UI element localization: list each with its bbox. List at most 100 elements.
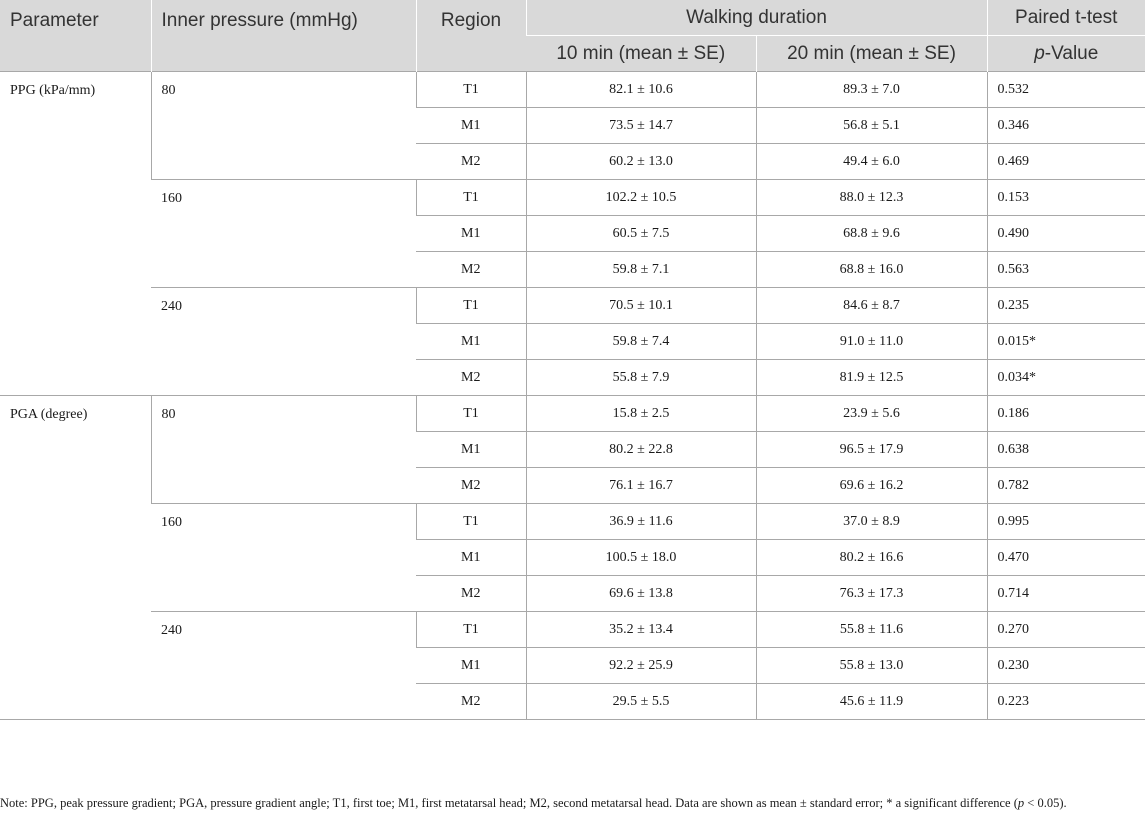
table-row: M2 55.8 ± 7.9 81.9 ± 12.5 0.034* xyxy=(0,359,1145,396)
twenty-min-cell: 55.8 ± 13.0 xyxy=(755,647,987,684)
ten-min-cell: 55.8 ± 7.9 xyxy=(525,359,756,396)
region-cell: M1 xyxy=(416,323,526,360)
pressure-cell: 160 xyxy=(151,503,416,612)
parameter-cell: PGA (degree) xyxy=(0,395,151,720)
header-20-min: 20 min (mean ± SE) xyxy=(755,35,987,72)
region-cell: M2 xyxy=(416,143,526,180)
twenty-min-cell: 56.8 ± 5.1 xyxy=(755,107,987,144)
header-p-italic: p xyxy=(1034,42,1045,64)
p-value-cell: 0.034* xyxy=(986,359,1145,396)
ten-min-cell: 69.6 ± 13.8 xyxy=(525,575,756,612)
p-value-cell: 0.235 xyxy=(986,287,1145,324)
note-text-1: Note: PPG, peak pressure gradient; PGA, … xyxy=(0,796,1018,810)
twenty-min-cell: 89.3 ± 7.0 xyxy=(755,71,987,108)
header-inner-pressure: Inner pressure (mmHg) xyxy=(150,0,416,72)
twenty-min-cell: 76.3 ± 17.3 xyxy=(755,575,987,612)
p-value-cell: 0.186 xyxy=(986,395,1145,432)
twenty-min-cell: 68.8 ± 9.6 xyxy=(755,215,987,252)
table-row: PPG (kPa/mm) 80 T1 82.1 ± 10.6 89.3 ± 7.0 0.5… xyxy=(0,71,1145,396)
region-cell: M2 xyxy=(416,575,526,612)
table-row: M1 73.5 ± 14.7 56.8 ± 5.1 0.346 xyxy=(0,107,1145,144)
region-cell: M2 xyxy=(416,467,526,504)
p-value-cell: 0.015* xyxy=(986,323,1145,360)
table-header: Parameter Inner pressure (mmHg) Region W… xyxy=(0,0,1145,72)
table-row: PGA (degree) 80 T1 15.8 ± 2.5 23.9 ± 5.6 0.18… xyxy=(0,395,1145,720)
ten-min-cell: 100.5 ± 18.0 xyxy=(525,539,756,576)
region-cell: M2 xyxy=(416,683,526,720)
twenty-min-cell: 23.9 ± 5.6 xyxy=(755,395,987,432)
table-row: M1 92.2 ± 25.9 55.8 ± 13.0 0.230 xyxy=(0,647,1145,684)
p-value-cell: 0.714 xyxy=(986,575,1145,612)
p-value-cell: 0.563 xyxy=(986,251,1145,288)
twenty-min-cell: 55.8 ± 11.6 xyxy=(755,611,987,648)
region-cell: M2 xyxy=(416,359,526,396)
ten-min-cell: 80.2 ± 22.8 xyxy=(525,431,756,468)
twenty-min-cell: 96.5 ± 17.9 xyxy=(755,431,987,468)
twenty-min-cell: 81.9 ± 12.5 xyxy=(755,359,987,396)
table-row: M2 29.5 ± 5.5 45.6 ± 11.9 0.223 xyxy=(0,683,1145,720)
p-value-cell: 0.230 xyxy=(986,647,1145,684)
ten-min-cell: 82.1 ± 10.6 xyxy=(525,71,756,108)
pressure-cell: 80 xyxy=(150,71,416,180)
p-value-cell: 0.532 xyxy=(986,71,1145,108)
table-row: M1 80.2 ± 22.8 96.5 ± 17.9 0.638 xyxy=(0,431,1145,468)
ten-min-cell: 60.5 ± 7.5 xyxy=(525,215,756,252)
region-cell: T1 xyxy=(415,287,526,324)
region-cell: T1 xyxy=(415,611,526,648)
region-cell: M1 xyxy=(416,431,526,468)
header-10-min: 10 min (mean ± SE) xyxy=(526,35,756,72)
header-p-rest: -Value xyxy=(1044,42,1099,64)
twenty-min-cell: 45.6 ± 11.9 xyxy=(755,683,987,720)
twenty-min-cell: 49.4 ± 6.0 xyxy=(755,143,987,180)
table-row: M1 60.5 ± 7.5 68.8 ± 9.6 0.490 xyxy=(0,215,1145,252)
pressure-cell: 80 xyxy=(150,395,416,504)
region-cell: M1 xyxy=(416,107,526,144)
p-value-cell: 0.346 xyxy=(986,107,1145,144)
p-value-cell: 0.995 xyxy=(986,503,1145,540)
table-row: 160 T1 102.2 ± 10.5 88.0 ± 12.3 0.153 xyxy=(0,179,1145,288)
ten-min-cell: 102.2 ± 10.5 xyxy=(525,179,756,216)
pressure-cell: 240 xyxy=(151,611,416,720)
note-text-2: < 0.05). xyxy=(1024,796,1067,810)
table-row: M1 59.8 ± 7.4 91.0 ± 11.0 0.015* xyxy=(0,323,1145,360)
ten-min-cell: 59.8 ± 7.1 xyxy=(525,251,756,288)
ten-min-cell: 59.8 ± 7.4 xyxy=(525,323,756,360)
table-row: 240 T1 70.5 ± 10.1 84.6 ± 8.7 0.235 xyxy=(0,287,1145,396)
table-body: PPG (kPa/mm) 80 T1 82.1 ± 10.6 89.3 ± 7.0 0.5… xyxy=(0,71,1145,720)
p-value-cell: 0.153 xyxy=(986,179,1145,216)
table-row: M2 69.6 ± 13.8 76.3 ± 17.3 0.714 xyxy=(0,575,1145,612)
ten-min-cell: 29.5 ± 5.5 xyxy=(525,683,756,720)
table-row: 240 T1 35.2 ± 13.4 55.8 ± 11.6 0.270 xyxy=(0,611,1145,720)
ten-min-cell: 70.5 ± 10.1 xyxy=(525,287,756,324)
p-value-cell: 0.638 xyxy=(986,431,1145,468)
ten-min-cell: 76.1 ± 16.7 xyxy=(525,467,756,504)
table-row: M2 60.2 ± 13.0 49.4 ± 6.0 0.469 xyxy=(0,143,1145,180)
header-p-value: p-Value xyxy=(986,35,1145,72)
p-value-cell: 0.223 xyxy=(986,683,1145,720)
region-cell: T1 xyxy=(415,179,526,216)
region-cell: T1 xyxy=(415,71,526,108)
header-region: Region xyxy=(415,0,526,72)
parameter-cell: PPG (kPa/mm) xyxy=(0,71,151,396)
header-paired-ttest: Paired t-test xyxy=(986,0,1145,36)
ten-min-cell: 36.9 ± 11.6 xyxy=(525,503,756,540)
region-cell: M1 xyxy=(416,647,526,684)
ten-min-cell: 60.2 ± 13.0 xyxy=(525,143,756,180)
ten-min-cell: 15.8 ± 2.5 xyxy=(525,395,756,432)
table-note: Note: PPG, peak pressure gradient; PGA, … xyxy=(0,794,1135,813)
region-cell: M1 xyxy=(416,215,526,252)
region-cell: T1 xyxy=(415,503,526,540)
twenty-min-cell: 37.0 ± 8.9 xyxy=(755,503,987,540)
p-value-cell: 0.782 xyxy=(986,467,1145,504)
pressure-cell: 160 xyxy=(151,179,416,288)
table-row: 160 T1 36.9 ± 11.6 37.0 ± 8.9 0.995 xyxy=(0,503,1145,612)
note-p-italic: p xyxy=(1017,796,1025,810)
twenty-min-cell: 68.8 ± 16.0 xyxy=(755,251,987,288)
p-value-cell: 0.270 xyxy=(986,611,1145,648)
p-value-cell: 0.470 xyxy=(986,539,1145,576)
twenty-min-cell: 91.0 ± 11.0 xyxy=(755,323,987,360)
p-value-cell: 0.469 xyxy=(986,143,1145,180)
p-value-cell: 0.490 xyxy=(986,215,1145,252)
pressure-cell: 240 xyxy=(151,287,416,396)
table-row: M1 100.5 ± 18.0 80.2 ± 16.6 0.470 xyxy=(0,539,1145,576)
